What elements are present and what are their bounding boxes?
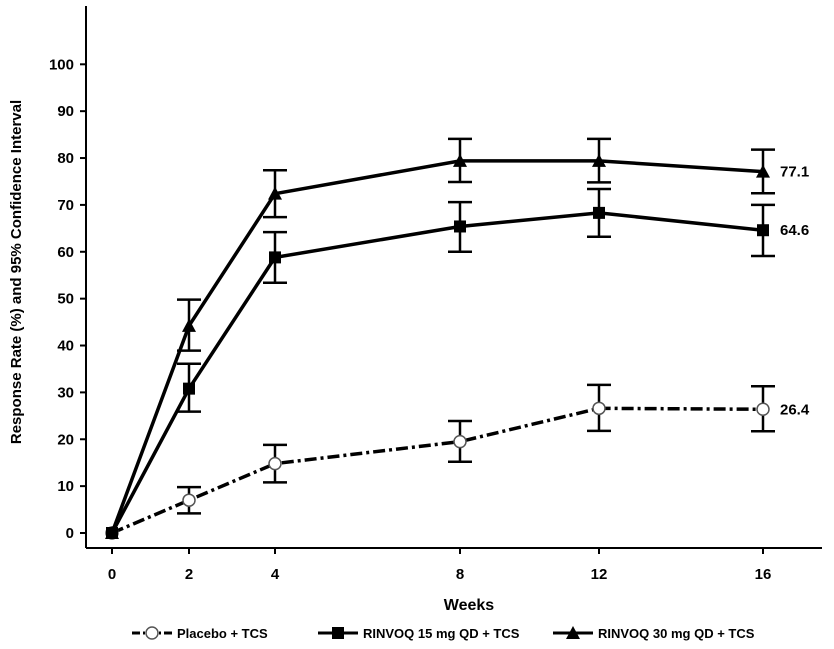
legend-item-3: RINVOQ 30 mg QD + TCS (553, 626, 755, 641)
legend-item-1: Placebo + TCS (132, 626, 268, 641)
data-point (269, 251, 281, 264)
data-point (268, 456, 282, 471)
y-tick-label: 40 (57, 338, 74, 355)
data-point (454, 220, 466, 233)
data-point (268, 186, 282, 200)
data-point (182, 493, 196, 507)
legend-label: Placebo + TCS (177, 626, 268, 641)
series-1: 26.4 (105, 383, 810, 540)
plot-area: 26.4 64.6 77.1 (105, 137, 810, 540)
data-point (756, 402, 770, 417)
legend: Placebo + TCS RINVOQ 15 mg QD + TCS RINVOQ… (132, 626, 755, 641)
end-value-label: 26.4 (780, 401, 810, 418)
y-tick-label: 30 (57, 384, 74, 401)
y-tick-label: 0 (66, 525, 74, 542)
y-axis-title: Response Rate (%) and 95% Confidence Int… (8, 100, 25, 444)
x-axis-title: Weeks (444, 597, 495, 614)
x-tick-label: 0 (108, 566, 116, 583)
data-point (592, 153, 606, 167)
y-tick-label: 10 (57, 478, 74, 495)
data-point (757, 224, 769, 237)
series-3: 77.1 (105, 137, 809, 539)
x-tick-label: 8 (456, 566, 464, 583)
legend-marker (566, 626, 580, 639)
data-point (453, 434, 467, 449)
data-point (182, 318, 196, 332)
y-ticks: 0 10 20 30 40 50 60 70 80 90 100 (49, 56, 86, 542)
data-point (592, 401, 606, 416)
y-axis: 0 10 20 30 40 50 60 70 80 90 100 (49, 6, 87, 548)
y-tick-label: 80 (57, 150, 74, 167)
data-point (756, 164, 770, 178)
y-tick-label: 60 (57, 244, 74, 261)
y-tick-label: 20 (57, 431, 74, 448)
y-tick-label: 50 (57, 291, 74, 308)
series-line (110, 159, 764, 534)
x-tick-label: 16 (755, 566, 772, 583)
legend-label: RINVOQ 15 mg QD + TCS (363, 626, 520, 641)
data-point (183, 382, 195, 395)
series-2: 64.6 (106, 187, 809, 539)
end-value-label: 77.1 (780, 164, 809, 181)
series-line (110, 211, 764, 534)
x-tick-label: 4 (271, 566, 280, 583)
legend-label: RINVOQ 30 mg QD + TCS (598, 626, 755, 641)
legend-marker (145, 626, 159, 640)
legend-item-2: RINVOQ 15 mg QD + TCS (318, 626, 520, 641)
data-point (593, 206, 605, 219)
y-tick-label: 70 (57, 197, 74, 214)
x-tick-label: 12 (591, 566, 608, 583)
x-ticks: 0 2 4 8 12 16 (108, 548, 772, 583)
y-tick-label: 90 (57, 103, 74, 120)
data-point (453, 153, 467, 167)
series-line (111, 406, 764, 535)
y-tick-label: 100 (49, 56, 74, 73)
x-tick-label: 2 (185, 566, 193, 583)
end-value-label: 64.6 (780, 222, 809, 239)
legend-marker (332, 627, 344, 639)
data-point (105, 526, 119, 539)
x-axis: 0 2 4 8 12 16 (86, 547, 822, 583)
